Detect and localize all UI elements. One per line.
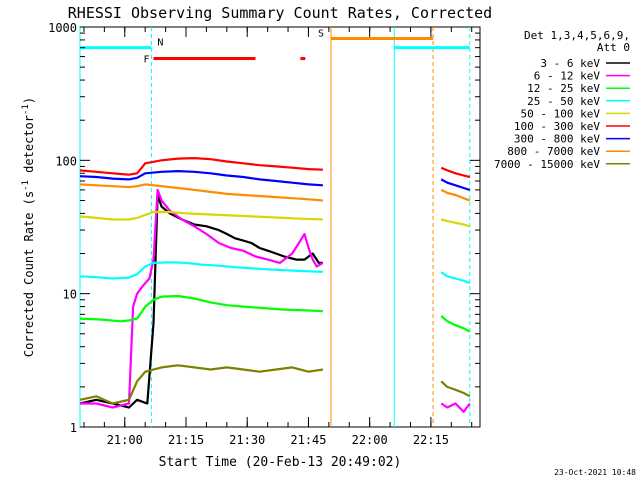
x-tick-label-2: 21:30	[229, 433, 265, 447]
series-line-5-segment-1	[440, 166, 471, 179]
legend-label-6: 300 - 800 keV	[514, 133, 600, 146]
legend-label-3: 25 - 50 keV	[527, 95, 600, 108]
legend-label-2: 12 - 25 keV	[527, 82, 600, 95]
x-tick-label-3: 21:45	[290, 433, 326, 447]
series-line-8-segment-0	[79, 364, 324, 405]
series-layer	[79, 157, 471, 413]
series-line-7-segment-1	[440, 188, 471, 202]
series-line-1-segment-0	[80, 188, 324, 409]
legend-label-0: 3 - 6 keV	[540, 57, 600, 70]
legend-header-line2: Att 0	[597, 41, 630, 54]
series-line-5-segment-0	[79, 157, 323, 176]
annotation-layer: NF S	[79, 27, 471, 427]
series-line-0-segment-0	[79, 193, 323, 409]
y-axis-label-sup1: -1	[21, 180, 31, 191]
y-tick-label-1: 10	[63, 288, 77, 302]
series-line-2-segment-1	[440, 315, 471, 333]
y-axis-label: Corrected Count Rate (s-1 detector-1)	[21, 97, 36, 357]
x-tick-label-0: 21:00	[107, 433, 143, 447]
series-line-3-segment-0	[79, 261, 323, 280]
legend-label-5: 100 - 300 keV	[514, 120, 600, 133]
series-line-2-segment-0	[79, 294, 323, 323]
series-line-3-segment-1	[440, 271, 471, 285]
legend-label-7: 800 - 7000 keV	[507, 145, 600, 158]
annotation-label-F: F	[143, 55, 149, 66]
y-axis-label-main: Corrected Count Rate (s	[22, 191, 36, 357]
x-tick-label-1: 21:15	[168, 433, 204, 447]
series-line-7-segment-0	[79, 183, 323, 202]
y-axis-label-mid: detector	[22, 115, 36, 180]
y-axis-label-end: )	[22, 97, 36, 104]
legend-header-line1: Det 1,3,4,5,6,9,	[524, 29, 630, 42]
series-line-8-segment-1	[440, 380, 471, 398]
series-line-6-segment-1	[440, 178, 471, 191]
legend-label-1: 6 - 12 keV	[534, 70, 601, 83]
plot-frame	[79, 26, 481, 428]
legend-label-4: 50 - 100 keV	[521, 107, 601, 120]
series-line-1-segment-1	[440, 402, 471, 413]
x-tick-label-4: 22:00	[352, 433, 388, 447]
chart-title: RHESSI Observing Summary Count Rates, Co…	[68, 4, 492, 22]
annotation-label-N: N	[157, 38, 163, 49]
series-line-4-segment-1	[440, 218, 471, 228]
legend-label-8: 7000 - 15000 keV	[494, 158, 600, 171]
y-tick-label-3: 1000	[48, 21, 77, 35]
y-axis-label-sup2: -1	[21, 104, 31, 115]
footer-date: 23-Oct-2021 10:48	[554, 468, 636, 477]
x-axis-label: Start Time (20-Feb-13 20:49:02)	[159, 455, 402, 470]
x-tick-label-5: 22:15	[413, 433, 449, 447]
y-tick-label-0: 1	[70, 421, 77, 435]
y-tick-label-2: 100	[55, 154, 77, 168]
axis-ticks: 1 10 100 1000 21:00 21:15 21:30 21:45 22:00 22:15	[48, 21, 480, 447]
series-line-6-segment-0	[79, 170, 323, 187]
series-line-4-segment-0	[79, 210, 323, 221]
annotation-label-S: S	[318, 28, 324, 39]
